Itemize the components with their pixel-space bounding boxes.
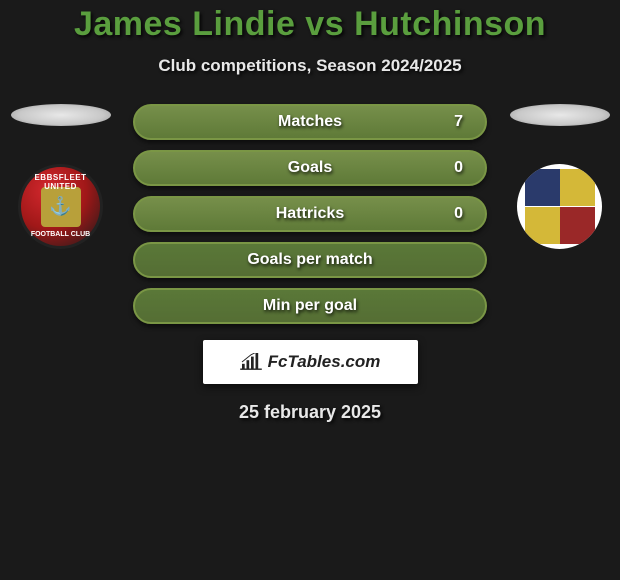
brand-link[interactable]: FcTables.com (203, 340, 418, 384)
badge-text-top: EBBSFLEET UNITED (21, 173, 100, 191)
stat-label: Matches (157, 113, 463, 131)
stat-label: Goals (157, 159, 463, 177)
stat-row-goals-per-match: Goals per match (133, 242, 487, 278)
stats-column: Matches 7 Goals 0 Hattricks 0 Goals per … (113, 104, 507, 324)
stat-value: 0 (454, 159, 463, 177)
badge-text-bottom: FOOTBALL CLUB (21, 231, 100, 238)
team-badge-left[interactable]: EBBSFLEET UNITED ⚓ FOOTBALL CLUB (18, 164, 103, 249)
left-column: EBBSFLEET UNITED ⚓ FOOTBALL CLUB (8, 104, 113, 249)
main-row: EBBSFLEET UNITED ⚓ FOOTBALL CLUB Matches… (0, 104, 620, 324)
date-label: 25 february 2025 (0, 402, 620, 423)
comparison-card: James Lindie vs Hutchinson Club competit… (0, 0, 620, 423)
stat-label: Goals per match (157, 251, 463, 269)
stat-label: Hattricks (157, 205, 463, 223)
right-column (507, 104, 612, 249)
player-placeholder-left (11, 104, 111, 126)
stat-row-hattricks: Hattricks 0 (133, 196, 487, 232)
page-title: James Lindie vs Hutchinson (0, 5, 620, 44)
stat-row-matches: Matches 7 (133, 104, 487, 140)
player-placeholder-right (510, 104, 610, 126)
bar-chart-icon (240, 353, 262, 371)
badge-emblem-icon: ⚓ (41, 187, 81, 227)
stat-value: 7 (454, 113, 463, 131)
shield-icon (525, 169, 595, 244)
stat-label: Min per goal (157, 297, 463, 315)
subtitle: Club competitions, Season 2024/2025 (0, 56, 620, 76)
brand-text: FcTables.com (268, 352, 381, 372)
stat-row-min-per-goal: Min per goal (133, 288, 487, 324)
stat-value: 0 (454, 205, 463, 223)
stat-row-goals: Goals 0 (133, 150, 487, 186)
team-badge-right[interactable] (517, 164, 602, 249)
